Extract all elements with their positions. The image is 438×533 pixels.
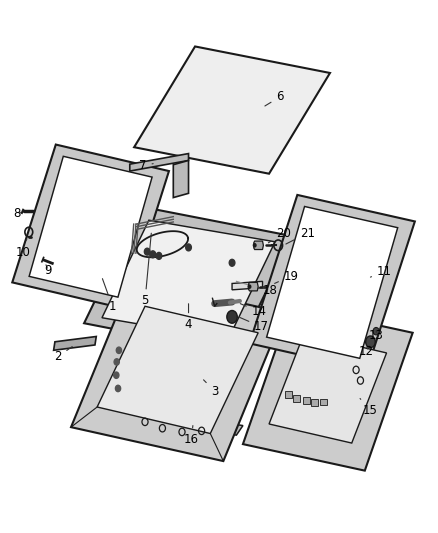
Polygon shape bbox=[173, 160, 188, 198]
Circle shape bbox=[186, 244, 191, 251]
Text: 4: 4 bbox=[185, 304, 192, 332]
Text: 9: 9 bbox=[45, 264, 52, 277]
Text: 1: 1 bbox=[102, 279, 116, 313]
Text: 13: 13 bbox=[369, 329, 384, 342]
Polygon shape bbox=[269, 334, 387, 443]
Text: 15: 15 bbox=[360, 399, 378, 417]
Circle shape bbox=[114, 372, 119, 378]
Polygon shape bbox=[12, 144, 169, 309]
Polygon shape bbox=[303, 398, 310, 405]
Text: 20: 20 bbox=[268, 227, 291, 243]
Polygon shape bbox=[97, 306, 258, 433]
Text: 2: 2 bbox=[54, 346, 72, 363]
Polygon shape bbox=[232, 281, 262, 290]
Polygon shape bbox=[29, 156, 152, 297]
Circle shape bbox=[366, 336, 375, 348]
Circle shape bbox=[145, 248, 150, 255]
Circle shape bbox=[116, 347, 121, 353]
Polygon shape bbox=[102, 220, 275, 340]
Text: 3: 3 bbox=[204, 380, 218, 398]
Polygon shape bbox=[108, 407, 243, 435]
Polygon shape bbox=[130, 154, 188, 171]
Text: 8: 8 bbox=[14, 207, 21, 220]
Circle shape bbox=[114, 359, 119, 365]
Polygon shape bbox=[311, 399, 318, 406]
Text: 14: 14 bbox=[240, 304, 267, 318]
Text: 16: 16 bbox=[184, 425, 199, 446]
Circle shape bbox=[150, 251, 155, 258]
Text: 11: 11 bbox=[371, 265, 392, 278]
Polygon shape bbox=[293, 395, 300, 402]
Polygon shape bbox=[84, 207, 293, 353]
Text: 5: 5 bbox=[141, 233, 151, 308]
Text: 6: 6 bbox=[265, 90, 284, 106]
Text: 17: 17 bbox=[240, 318, 269, 334]
Polygon shape bbox=[254, 241, 263, 249]
Polygon shape bbox=[250, 195, 415, 370]
Polygon shape bbox=[134, 46, 330, 174]
Circle shape bbox=[227, 311, 237, 323]
Text: 19: 19 bbox=[275, 270, 299, 284]
Polygon shape bbox=[267, 206, 398, 358]
Text: 7: 7 bbox=[139, 159, 153, 172]
Circle shape bbox=[229, 260, 235, 266]
Circle shape bbox=[156, 253, 162, 260]
Circle shape bbox=[248, 285, 251, 288]
Polygon shape bbox=[320, 399, 327, 406]
Circle shape bbox=[373, 327, 379, 335]
Polygon shape bbox=[243, 306, 413, 471]
Text: 21: 21 bbox=[286, 227, 315, 244]
Circle shape bbox=[116, 385, 120, 392]
Polygon shape bbox=[249, 282, 258, 291]
Text: 12: 12 bbox=[359, 345, 374, 358]
Circle shape bbox=[253, 244, 256, 247]
Text: 18: 18 bbox=[263, 284, 278, 297]
Polygon shape bbox=[285, 391, 292, 398]
Polygon shape bbox=[71, 279, 284, 461]
Text: 10: 10 bbox=[16, 239, 31, 259]
Polygon shape bbox=[53, 336, 96, 350]
